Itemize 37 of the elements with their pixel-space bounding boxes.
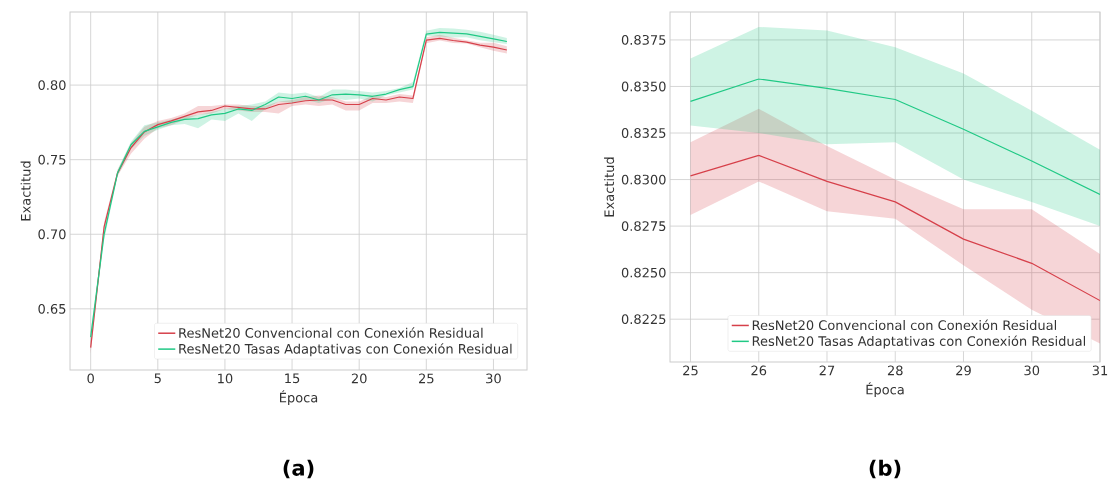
- y-tick-label: 0.80: [38, 80, 66, 91]
- text: (a): [283, 459, 314, 479]
- x-tick-label: 27: [819, 365, 835, 376]
- line-series: [689, 154, 1100, 302]
- y-tick-label: 0.75: [38, 154, 66, 165]
- y-tick-label: 0.8250: [621, 267, 666, 278]
- x-tick-label: 30: [1024, 365, 1040, 376]
- legend-label: ResNet20 Tasas Adaptativas con Conexión Residual: [752, 335, 1086, 349]
- legend-label: ResNet20 Convencional con Conexión Residual: [752, 319, 1057, 331]
- y-tick-label: 0.8325: [621, 128, 666, 138]
- x-tick-label: 26: [751, 365, 767, 376]
- y-axis-title: Exactitud: [604, 157, 615, 217]
- y-axis-title: Exactitud: [20, 161, 31, 221]
- x-tick-label: 0: [87, 373, 94, 384]
- y-tick-label: 0.8275: [621, 221, 666, 232]
- x-tick-label: 29: [956, 365, 971, 376]
- y-tick-label: 0.8225: [621, 314, 666, 325]
- x-tick-label: 30: [486, 373, 501, 384]
- x-tick-label: 25: [419, 373, 434, 384]
- y-tick-label: 0.70: [38, 229, 66, 240]
- line-series: [689, 78, 1100, 196]
- legend-label: ResNet20 Convencional con Conexión Residual: [179, 327, 483, 338]
- y-tick-label: 0.8300: [621, 174, 666, 185]
- y-tick-label: 0.8375: [621, 35, 666, 45]
- x-tick-label: 10: [218, 373, 233, 384]
- x-tick-label: 31: [1092, 365, 1108, 376]
- x-axis-title: Época: [866, 382, 904, 397]
- x-tick-label: 25: [683, 365, 698, 376]
- x-axis-title: Época: [280, 390, 318, 405]
- legend-label: ResNet20 Tasas Adaptativas con Conexión Residual: [179, 343, 512, 357]
- x-tick-label: 20: [351, 373, 367, 384]
- x-tick-label: 15: [285, 373, 300, 384]
- y-tick-label: 0.8350: [621, 81, 666, 92]
- x-tick-label: 28: [887, 365, 903, 376]
- text: (b): [869, 459, 901, 479]
- x-tick-label: 5: [154, 373, 161, 384]
- y-tick-label: 0.65: [38, 303, 66, 314]
